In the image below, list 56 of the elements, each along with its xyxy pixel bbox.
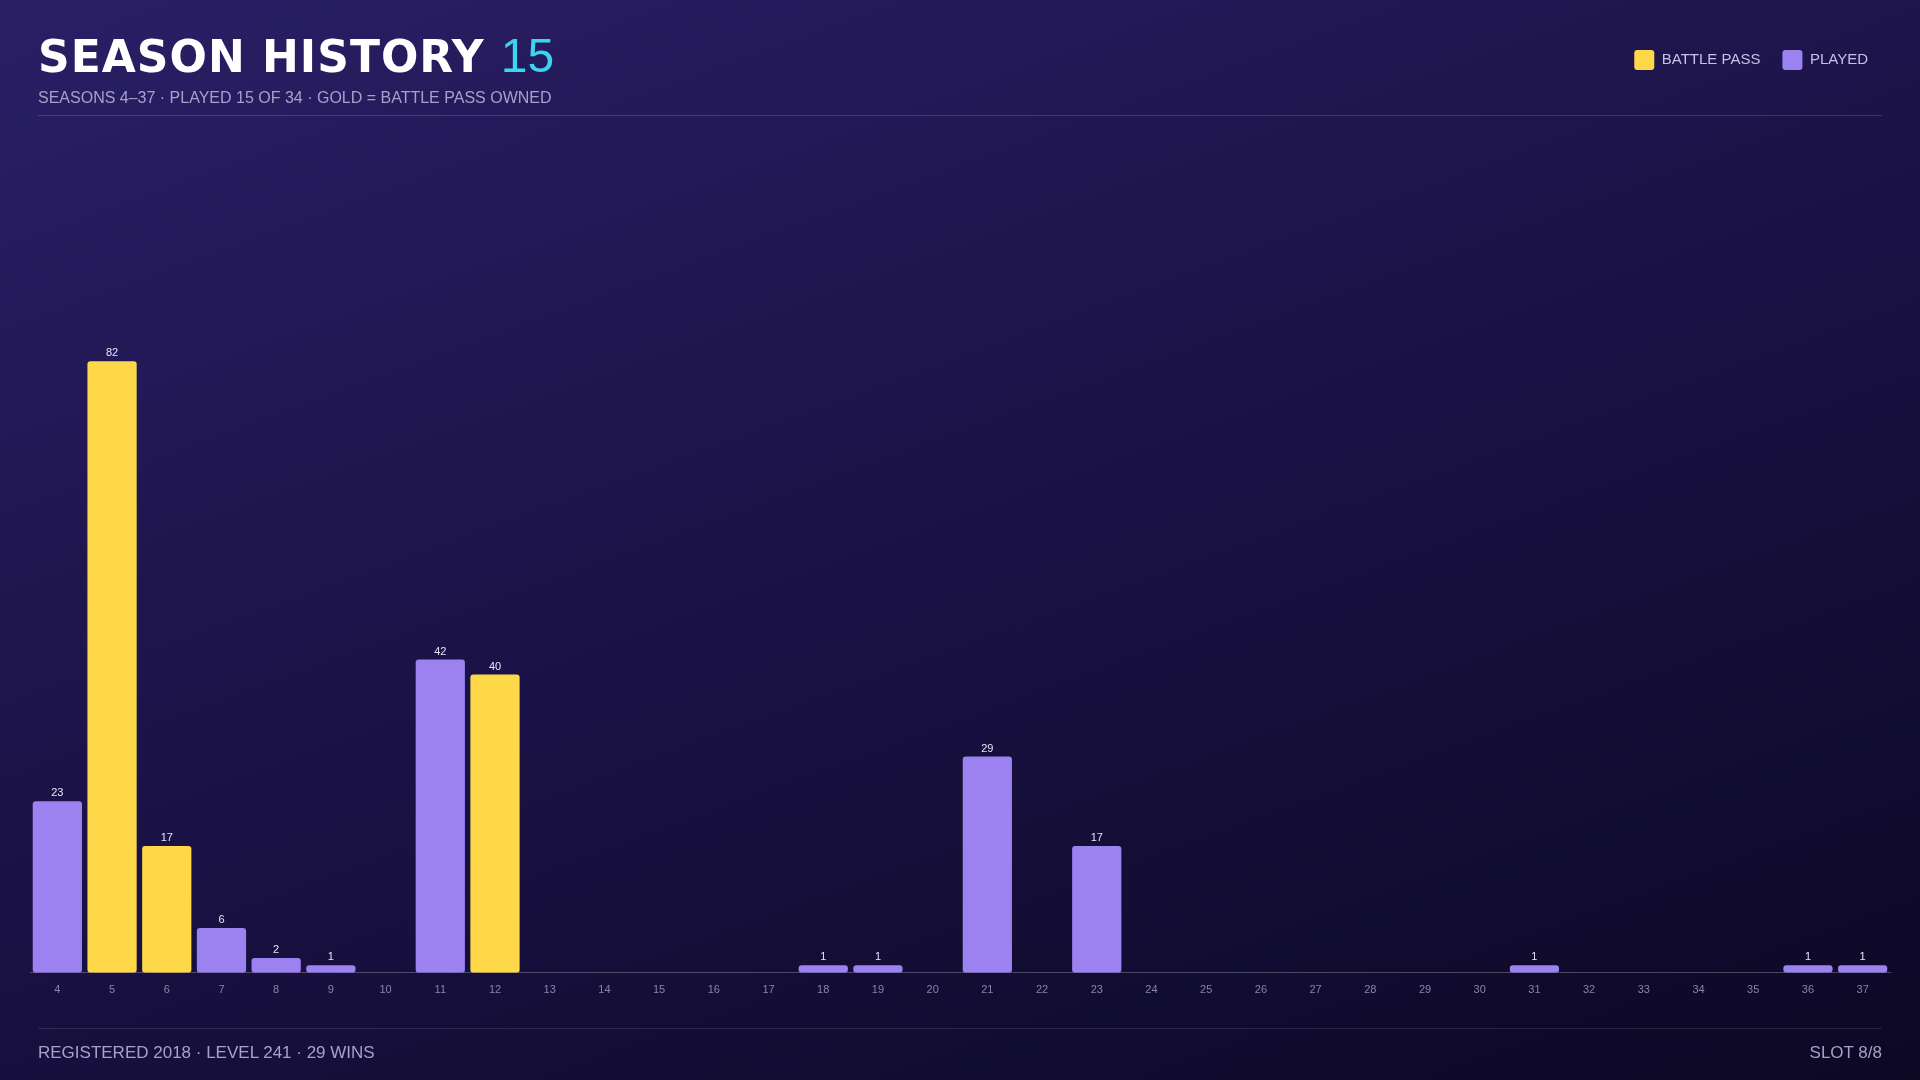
chart-title: SEASON HISTORY xyxy=(38,31,485,82)
x-tick-label: 31 xyxy=(1528,983,1541,996)
x-tick-label: 19 xyxy=(871,983,885,996)
x-tick-label: 13 xyxy=(543,983,556,996)
x-tick-label: 10 xyxy=(379,983,392,996)
x-tick-label: 24 xyxy=(1145,983,1158,996)
legend-label: PLAYED xyxy=(1809,50,1869,68)
x-tick-label: 25 xyxy=(1200,983,1213,996)
x-tick-label: 23 xyxy=(1090,983,1103,996)
x-tick-label: 35 xyxy=(1747,983,1760,996)
x-tick-label: 16 xyxy=(707,983,720,996)
x-tick-label: 37 xyxy=(1856,983,1869,996)
x-tick-label: 33 xyxy=(1637,983,1650,996)
chart-subtitle: SEASONS 4–37 · PLAYED 15 OF 34 · GOLD = BATTLE PASS OWNED xyxy=(38,89,553,107)
text: SLOT 8/8 xyxy=(1809,1043,1882,1063)
legend-label: BATTLE PASS xyxy=(1661,50,1761,68)
x-tick-label: 26 xyxy=(1254,983,1268,996)
x-tick-label: 11 xyxy=(434,983,447,996)
data-label: 29 xyxy=(981,741,994,754)
data-label: 17 xyxy=(160,831,173,844)
x-tick-label: 36 xyxy=(1801,983,1815,996)
x-tick-label: 14 xyxy=(598,983,611,996)
data-label: 42 xyxy=(434,644,447,657)
x-tick-label: 29 xyxy=(1418,983,1432,996)
x-tick-label: 15 xyxy=(652,983,666,996)
data-label: 1 xyxy=(327,950,334,963)
x-tick-label: 34 xyxy=(1692,983,1705,996)
data-label: 40 xyxy=(488,659,502,672)
data-label: 2 xyxy=(273,942,280,955)
x-tick-label: 28 xyxy=(1364,983,1377,996)
x-tick-label: 21 xyxy=(981,983,994,996)
data-label: 17 xyxy=(1090,831,1103,844)
data-label: 23 xyxy=(51,786,64,799)
x-tick-label: 8 xyxy=(273,983,280,996)
x-tick-label: 6 xyxy=(163,983,170,996)
x-tick-label: 18 xyxy=(817,983,830,996)
x-tick-label: 20 xyxy=(926,983,939,996)
data-label: 1 xyxy=(1804,950,1811,963)
text: REGISTERED 2018 · LEVEL 241 · 29 WINS xyxy=(38,1043,375,1063)
x-tick-label: 5 xyxy=(109,983,116,996)
data-label: 1 xyxy=(820,950,827,963)
x-tick-label: 17 xyxy=(762,983,775,996)
x-tick-label: 7 xyxy=(218,983,225,996)
x-tick-label: 27 xyxy=(1309,983,1322,996)
x-tick-label: 12 xyxy=(488,983,502,996)
text: 15 xyxy=(500,29,555,82)
x-tick-label: 30 xyxy=(1473,983,1486,996)
data-label: 1 xyxy=(1859,950,1866,963)
data-label: 1 xyxy=(874,950,881,963)
data-label: 82 xyxy=(105,346,119,359)
x-tick-label: 4 xyxy=(54,983,61,996)
data-label: 6 xyxy=(218,913,225,926)
x-tick-label: 9 xyxy=(327,983,334,996)
x-tick-label: 22 xyxy=(1035,983,1049,996)
data-label: 1 xyxy=(1531,950,1538,963)
x-tick-label: 32 xyxy=(1582,983,1596,996)
